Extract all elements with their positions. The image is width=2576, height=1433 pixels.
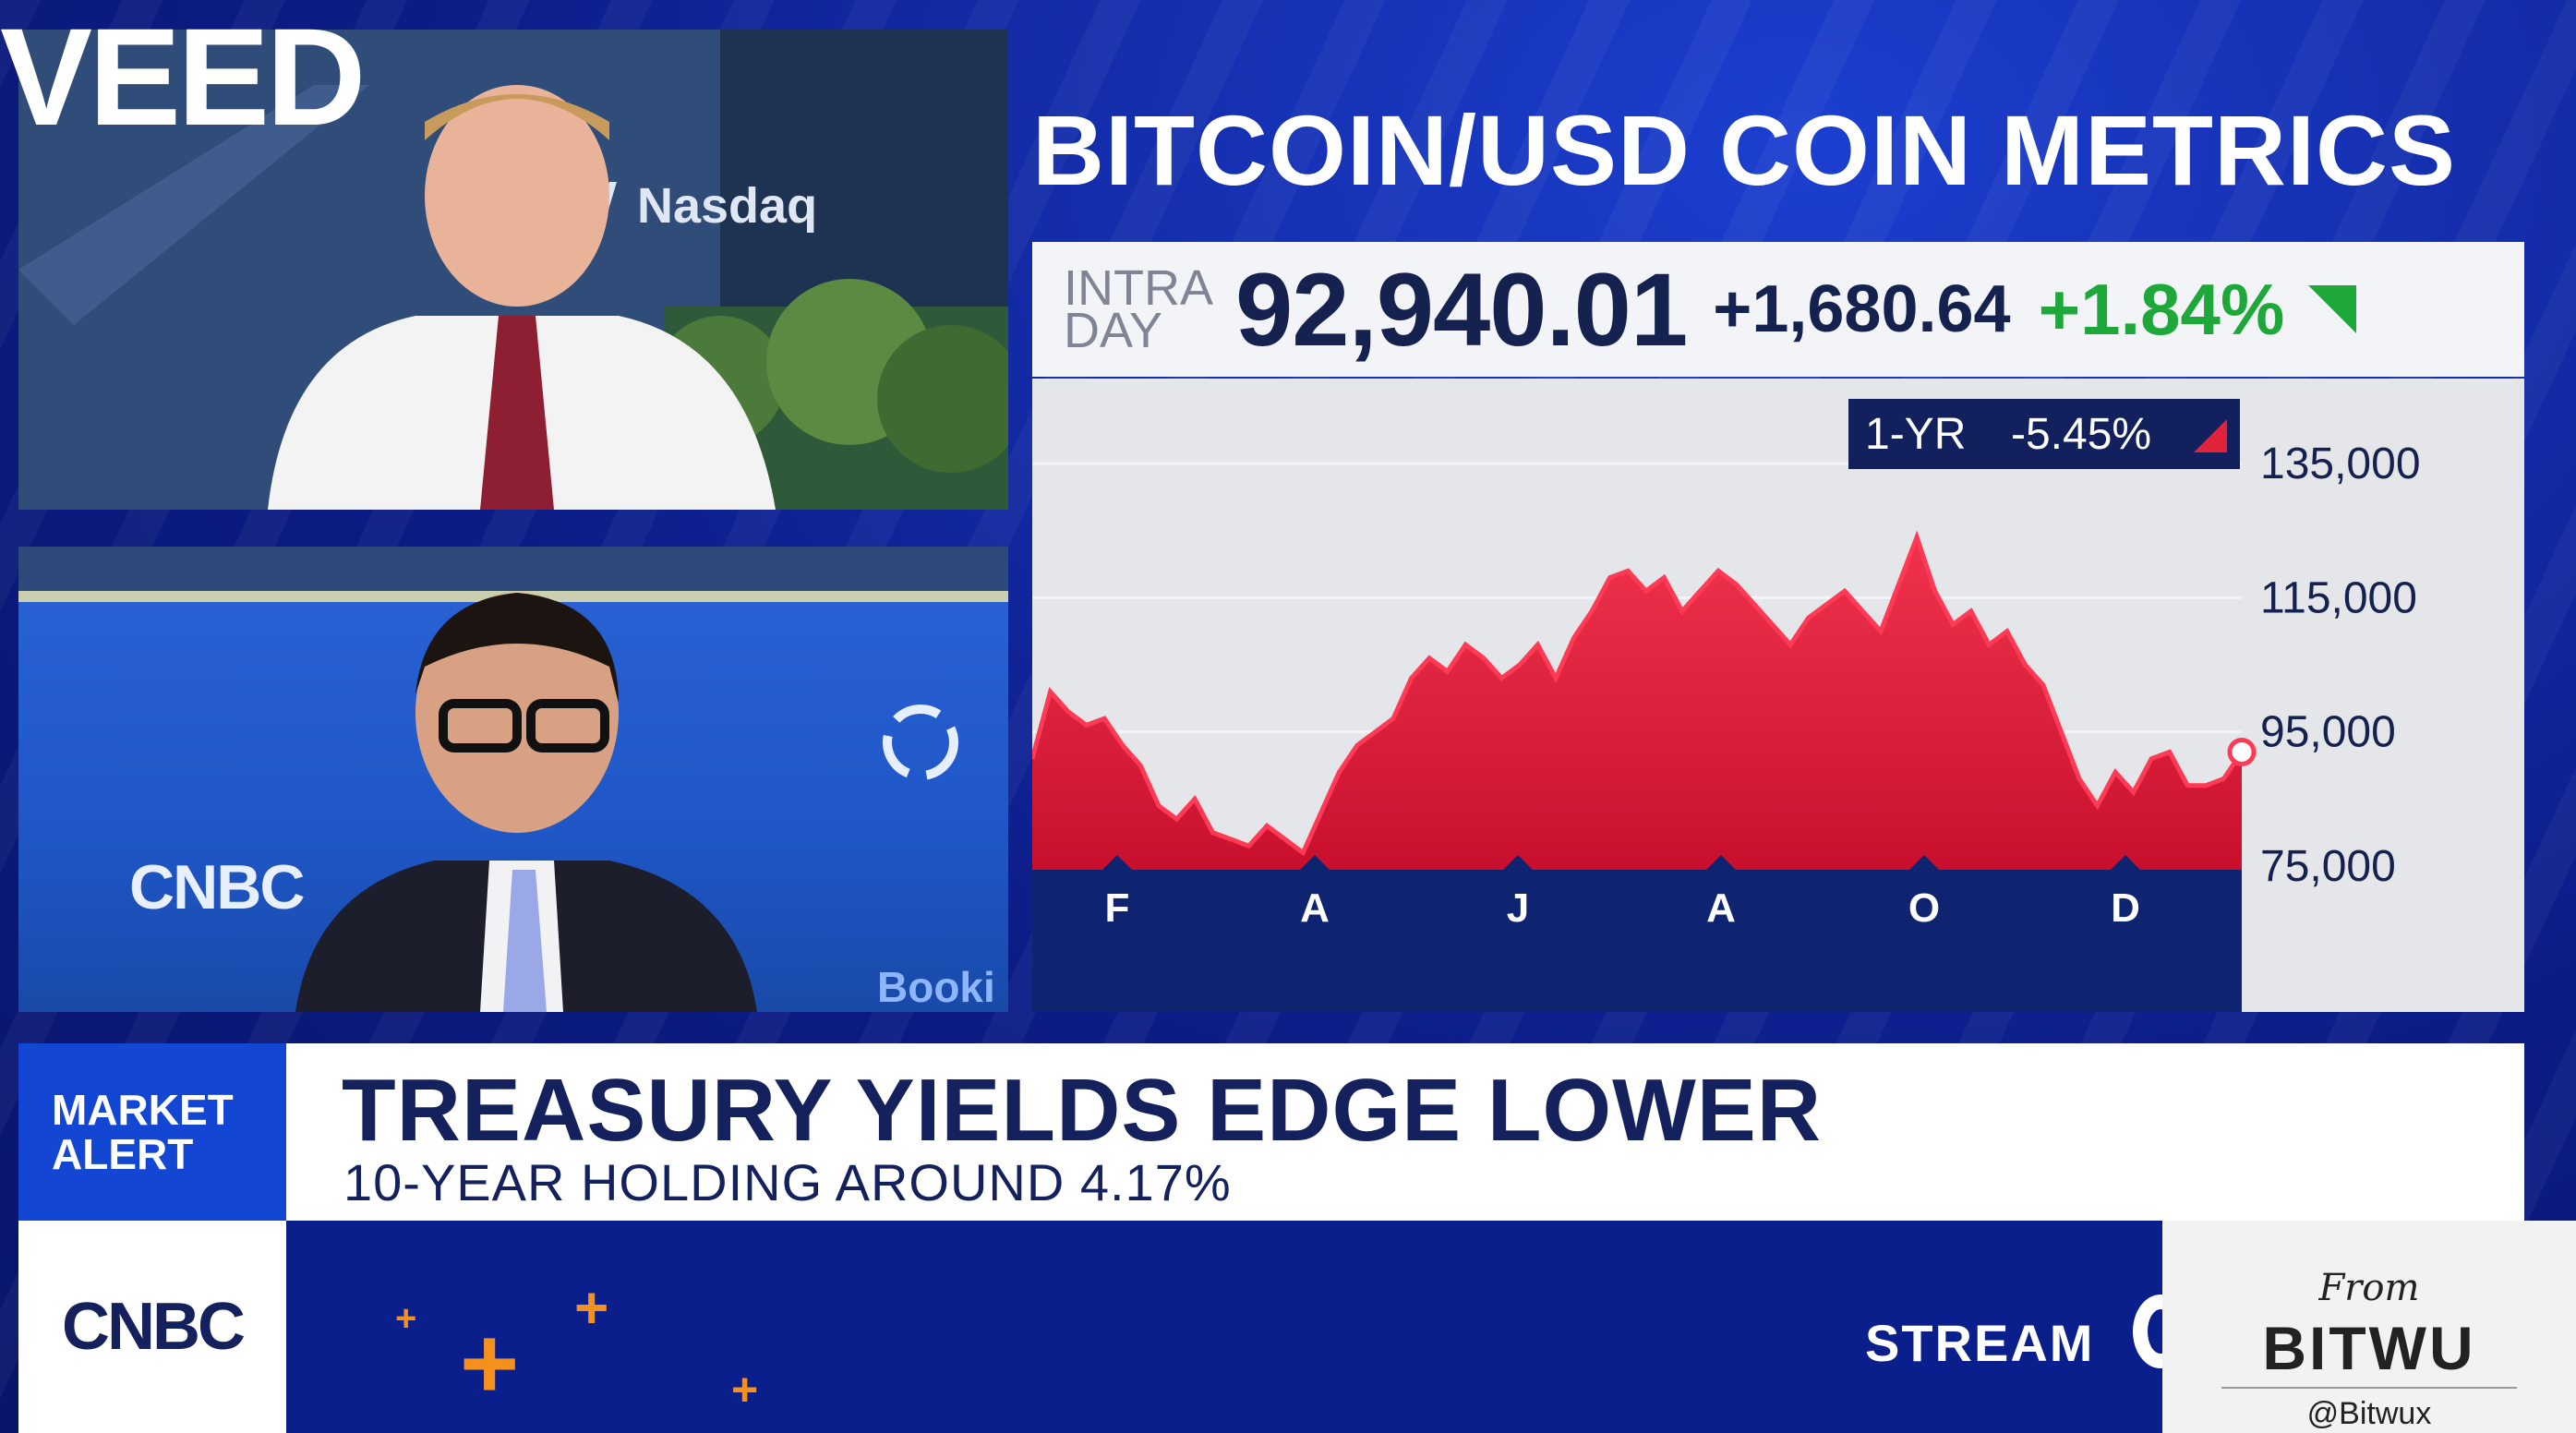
guest-person bbox=[295, 593, 757, 1012]
price-line bbox=[1032, 530, 2245, 857]
intraday-label-line2: DAY bbox=[1064, 303, 1163, 358]
footer-bar: CNBC + + + + STREAM bbox=[18, 1221, 2188, 1433]
alert-subheadline: 10-YEAR HOLDING AROUND 4.17% bbox=[343, 1153, 1232, 1211]
price-area bbox=[1032, 536, 2242, 870]
x-tick-marker bbox=[1102, 855, 1132, 870]
price-chart: F A J A O D 135,000 115,000 95,000 75,000 1-YR -5.4… bbox=[1032, 379, 2524, 1012]
alert-tag-line1: MARKET bbox=[52, 1086, 234, 1134]
x-tick-label: A bbox=[1706, 885, 1736, 931]
backdrop-text-cnbc: CNBC bbox=[129, 852, 305, 922]
market-alert-tag: MARKET ALERT bbox=[18, 1043, 286, 1221]
swirl-logo-icon bbox=[883, 704, 958, 780]
backdrop-text-booking: Booki bbox=[877, 963, 995, 1011]
video-feed-bottom: CNBC Booki bbox=[18, 547, 1008, 1012]
chart-svg: F A J A O D 135,000 115,000 95,000 75,000 1-YR -5.4… bbox=[1032, 399, 2421, 1012]
x-tick-marker bbox=[1503, 855, 1533, 870]
x-tick-marker bbox=[1300, 855, 1330, 870]
up-arrow-icon bbox=[2308, 285, 2357, 333]
x-tick-label: J bbox=[1507, 885, 1529, 931]
period-badge-change: -5.45% bbox=[2011, 410, 2151, 459]
video-feed-top: Nasdaq bbox=[18, 30, 1008, 510]
panel-title: BITCOIN/USD COIN METRICS bbox=[1032, 94, 2457, 206]
price-change: +1,680.64 bbox=[1713, 272, 2011, 346]
watermark-from: From bbox=[2318, 1267, 2420, 1309]
alert-headline: TREASURY YIELDS EDGE LOWER bbox=[342, 1061, 1823, 1160]
veed-wordmark: VEED bbox=[0, 0, 366, 154]
market-alert-bar: MARKET ALERT TREASURY YIELDS EDGE LOWER … bbox=[18, 1043, 2524, 1221]
down-arrow-icon bbox=[2194, 419, 2227, 452]
y-tick-label: 115,000 bbox=[2260, 573, 2417, 622]
x-tick-marker bbox=[1909, 855, 1939, 870]
x-tick-label: D bbox=[2111, 885, 2140, 931]
y-tick-label: 75,000 bbox=[2260, 842, 2396, 891]
last-price-marker bbox=[2227, 737, 2257, 766]
x-tick-label: A bbox=[1300, 885, 1330, 931]
network-logo: CNBC bbox=[18, 1221, 286, 1433]
intraday-label: INTRA DAY bbox=[1064, 260, 1213, 358]
x-axis-band bbox=[1032, 870, 2242, 1012]
plus-sparkle-icon: + bbox=[731, 1364, 759, 1415]
plus-sparkle-icon: + bbox=[460, 1307, 520, 1420]
anchor-person bbox=[268, 85, 776, 510]
backdrop-text-nasdaq: Nasdaq bbox=[637, 178, 818, 234]
x-tick-label: O bbox=[1908, 885, 1940, 931]
price-change-pct: +1.84% bbox=[2038, 268, 2285, 350]
watermark-card: From BITWU @Bitwux bbox=[2162, 1221, 2576, 1433]
y-tick-label: 135,000 bbox=[2260, 440, 2421, 488]
stream-text: STREAM bbox=[1865, 1314, 2095, 1372]
plus-sparkle-icon: + bbox=[395, 1298, 417, 1339]
alert-tag-line2: ALERT bbox=[52, 1130, 194, 1178]
intraday-label-line1: INTRA bbox=[1064, 260, 1213, 316]
x-tick-marker bbox=[1706, 855, 1736, 870]
y-tick-label: 95,000 bbox=[2260, 708, 2396, 757]
watermark-handle: @Bitwux bbox=[2306, 1396, 2432, 1431]
period-badge-label: 1-YR bbox=[1865, 410, 1966, 459]
price-value: 92,940.01 bbox=[1235, 251, 1688, 367]
plus-sparkle-icon: + bbox=[574, 1274, 609, 1341]
period-badge bbox=[1848, 399, 2240, 469]
watermark-divider bbox=[2221, 1387, 2517, 1389]
watermark-name: BITWU bbox=[2262, 1314, 2476, 1382]
quote-strip: INTRA DAY 92,940.01 +1,680.64 +1.84% bbox=[1032, 242, 2524, 377]
x-tick-label: F bbox=[1105, 885, 1130, 931]
x-tick-marker bbox=[2111, 855, 2140, 870]
